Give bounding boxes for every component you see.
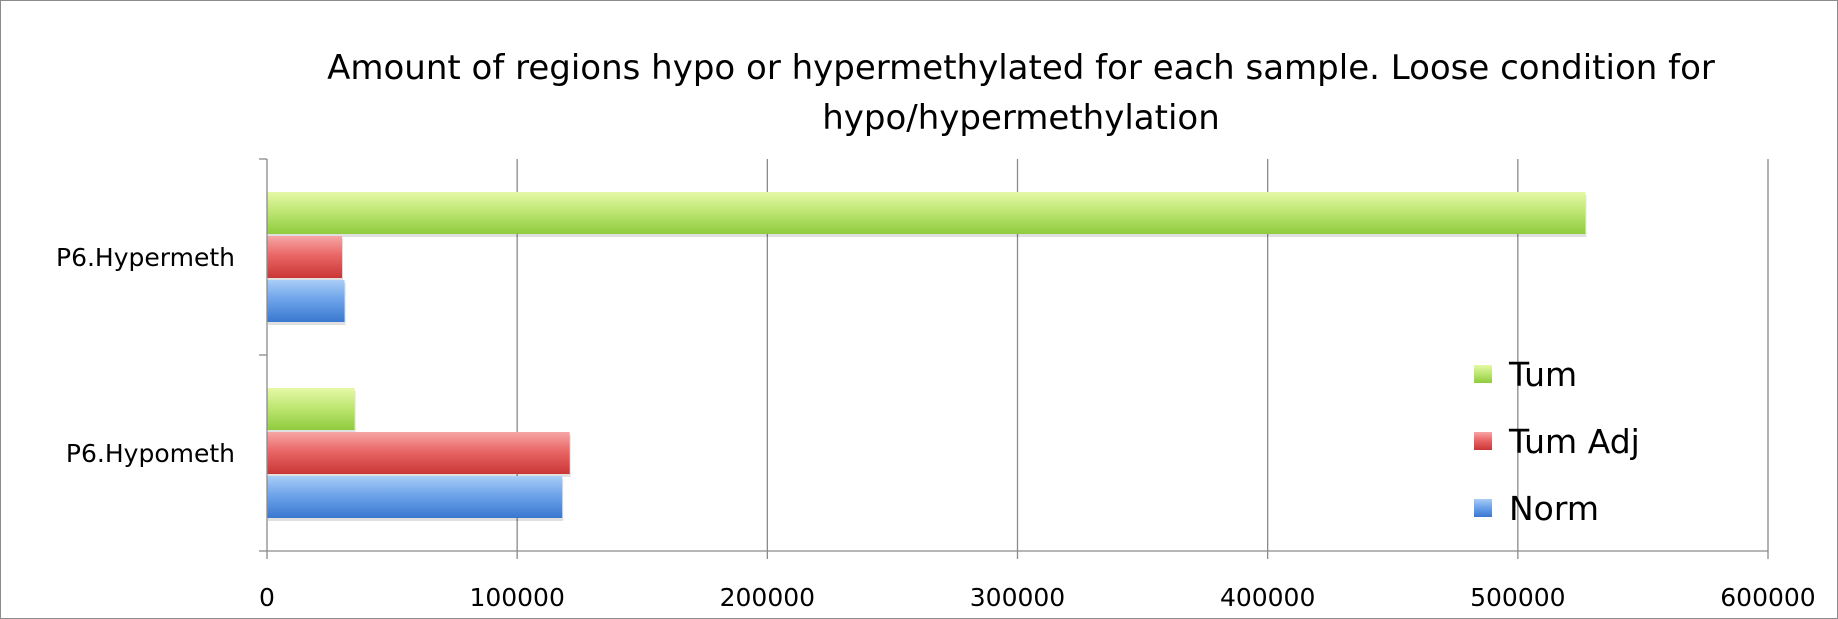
x-tick-label-100000: 100000 [469, 583, 564, 612]
legend: Tum Tum Adj Norm [1474, 355, 1640, 528]
bar-P6.Hypometh-Norm [267, 476, 563, 518]
legend-label-Norm: Norm [1509, 489, 1599, 528]
bar-P6.Hypermeth-Norm [267, 280, 345, 322]
x-tick-label-600000: 600000 [1720, 583, 1815, 612]
x-tick-label-0: 0 [259, 583, 275, 612]
legend-swatch-Tum [1474, 365, 1492, 383]
bar-P6.Hypermeth-Tum [267, 192, 1586, 234]
legend-swatch-Norm [1474, 499, 1492, 517]
x-tick-labels: 0 100000 200000 300000 400000 500000 600000 [259, 583, 1816, 612]
axes [259, 158, 1769, 559]
category-label-P6.Hypermeth: P6.Hypermeth [56, 243, 235, 272]
x-tick-label-200000: 200000 [720, 583, 815, 612]
bars [267, 192, 1587, 521]
category-labels: P6.Hypermeth P6.Hypometh [56, 243, 235, 468]
bar-P6.Hypometh-Tum-Adj [267, 432, 570, 474]
legend-swatch-Tum-Adj [1474, 432, 1492, 450]
chart-title-line-2: hypo/hypermethylation [822, 98, 1220, 138]
bar-P6.Hypermeth-Tum-Adj [267, 236, 343, 278]
x-tick-label-300000: 300000 [970, 583, 1065, 612]
x-tick-label-400000: 400000 [1220, 583, 1315, 612]
bar-P6.Hypometh-Tum [267, 388, 355, 430]
chart-title: Amount of regions hypo or hypermethylate… [327, 48, 1715, 138]
legend-label-Tum: Tum [1508, 355, 1577, 394]
x-tick-label-500000: 500000 [1470, 583, 1565, 612]
chart-title-line-1: Amount of regions hypo or hypermethylate… [327, 48, 1715, 88]
legend-label-Tum-Adj: Tum Adj [1508, 422, 1640, 461]
category-label-P6.Hypometh: P6.Hypometh [66, 439, 235, 468]
